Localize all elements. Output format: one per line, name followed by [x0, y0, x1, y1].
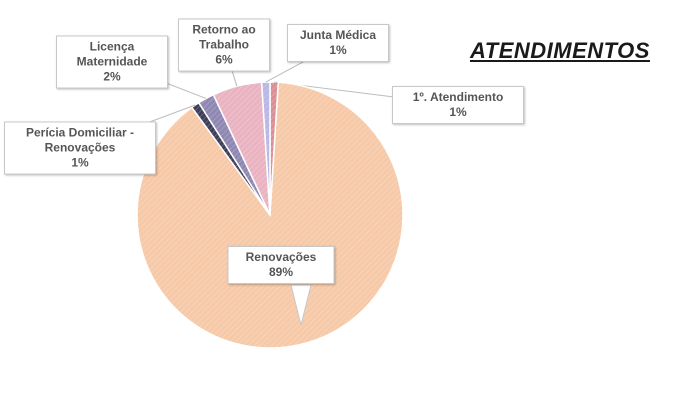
- label-value: 89%: [268, 265, 294, 279]
- label-value: 1%: [71, 155, 89, 170]
- chart-title: ATENDIMENTOS: [470, 38, 650, 63]
- data-label: Licença Maternidade 2%: [56, 35, 168, 89]
- label-value: 6%: [215, 52, 233, 67]
- slice-hatch: [198, 94, 270, 215]
- data-label: Perícia Domiciliar - Renovações 1%: [4, 121, 156, 175]
- data-label: 1º. Atendimento 1%: [392, 86, 524, 124]
- label-category: Junta Médica: [299, 28, 377, 42]
- label-category: Renovações: [245, 250, 317, 264]
- leader-line: [290, 284, 312, 326]
- data-label: Renovações 89%: [227, 246, 335, 284]
- label-value: 2%: [103, 69, 121, 84]
- data-label: Junta Médica 1%: [287, 24, 389, 62]
- label-category: 1º. Atendimento: [412, 90, 504, 104]
- label-value: 1%: [449, 105, 467, 119]
- data-label: Retorno ao Trabalho 6%: [178, 18, 270, 72]
- slice-hatch: [261, 82, 270, 215]
- slice-hatch: [213, 82, 270, 215]
- slice-hatch: [191, 102, 270, 215]
- label-category: Retorno ao Trabalho: [192, 22, 256, 52]
- label-category: Perícia Domiciliar - Renovações: [25, 125, 135, 155]
- label-category: Licença Maternidade: [76, 39, 148, 69]
- label-value: 1%: [329, 43, 347, 57]
